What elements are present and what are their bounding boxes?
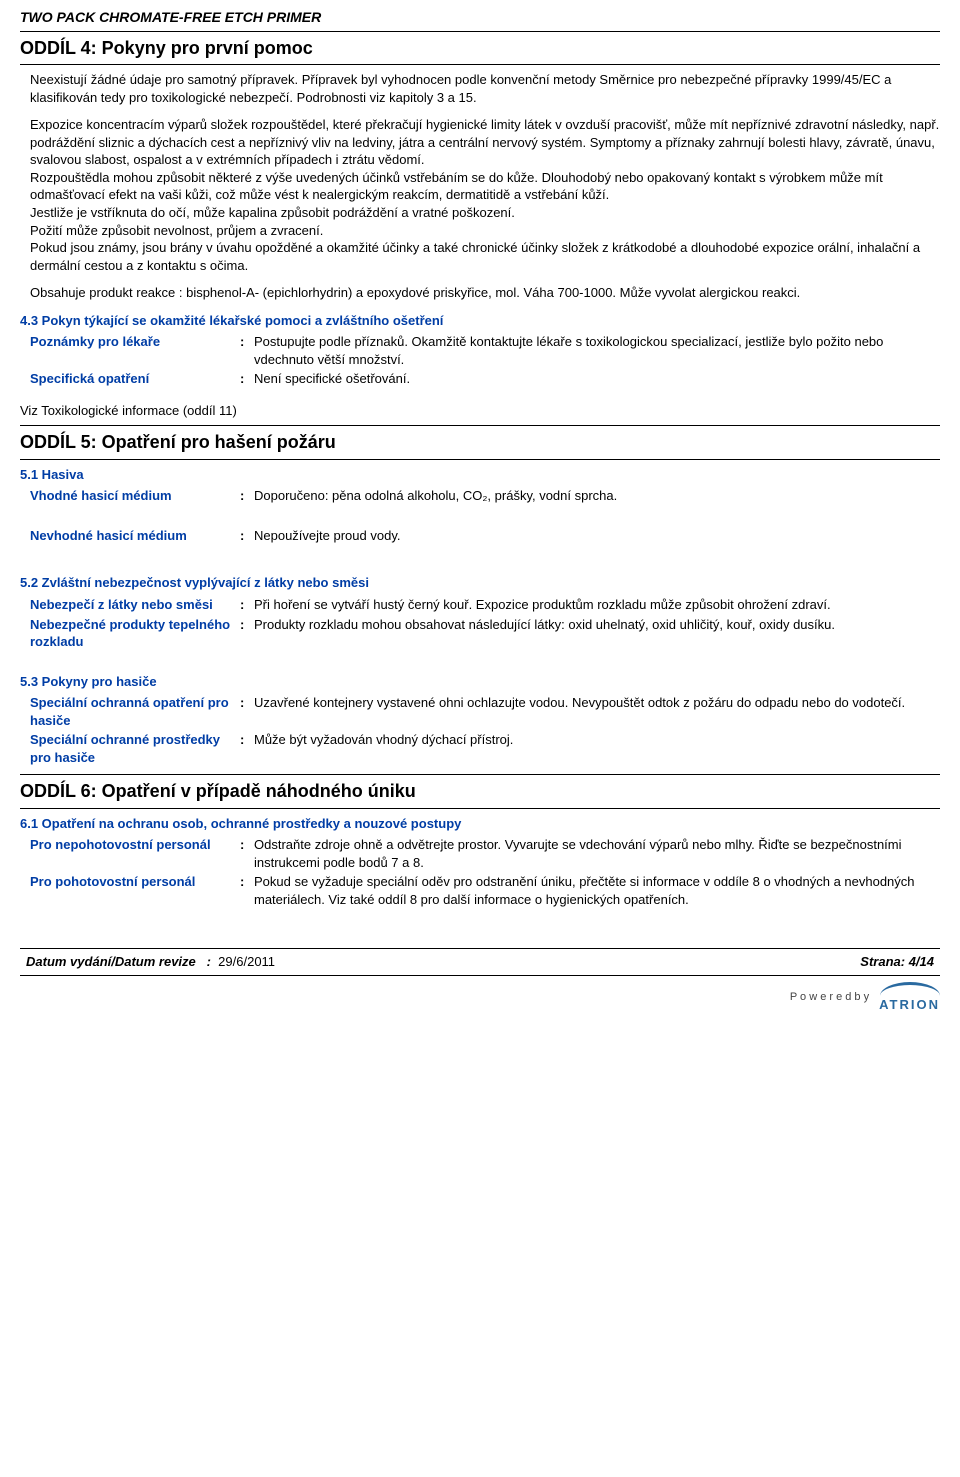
row-unsuitable-media: Nevhodné hasicí médium : Nepoužívejte pr… xyxy=(30,527,940,545)
powered-by-label: P o w e r e d b y xyxy=(790,990,869,1005)
label-notes-for-doctor: Poznámky pro lékaře xyxy=(30,333,240,368)
value-firefighter-equipment: Může být vyžadován vhodný dýchací přístr… xyxy=(254,731,940,766)
section-5-title: ODDÍL 5: Opatření pro hašení požáru xyxy=(20,425,940,459)
footer-date: Datum vydání/Datum revize : 29/6/2011 xyxy=(26,953,275,971)
atrion-arc-icon xyxy=(880,982,940,996)
value-firefighter-protection: Uzavřené kontejnery vystavené ohni ochla… xyxy=(254,694,940,729)
value-specific-measures: Není specifické ošetřování. xyxy=(254,370,940,388)
subheading-5-2: 5.2 Zvláštní nebezpečnost vyplývající z … xyxy=(20,574,940,592)
value-emergency: Pokud se vyžaduje speciální oděv pro ods… xyxy=(254,873,940,908)
subheading-5-3: 5.3 Pokyny pro hasiče xyxy=(20,673,940,691)
section-4-body: Neexistují žádné údaje pro samotný přípr… xyxy=(30,71,940,302)
value-hazard-substance: Při hoření se vytváří hustý černý kouř. … xyxy=(254,596,940,614)
section-6-title: ODDÍL 6: Opatření v případě náhodného ún… xyxy=(20,774,940,808)
atrion-brand-text: ATRION xyxy=(879,996,940,1014)
footer-page: Strana: 4/14 xyxy=(860,953,934,971)
row-emergency: Pro pohotovostní personál : Pokud se vyž… xyxy=(30,873,940,908)
s4-para1: Neexistují žádné údaje pro samotný přípr… xyxy=(30,71,940,106)
tox-note: Viz Toxikologické informace (oddíl 11) xyxy=(20,402,940,420)
label-non-emergency: Pro nepohotovostní personál xyxy=(30,836,240,871)
subheading-4-3: 4.3 Pokyn týkající se okamžité lékařské … xyxy=(20,312,940,330)
value-non-emergency: Odstraňte zdroje ohně a odvětrejte prost… xyxy=(254,836,940,871)
label-unsuitable-media: Nevhodné hasicí médium xyxy=(30,527,240,545)
powered-by: P o w e r e d b y ATRION xyxy=(20,982,940,1014)
row-firefighter-equipment: Speciální ochranné prostředky pro hasiče… xyxy=(30,731,940,766)
subheading-5-1: 5.1 Hasiva xyxy=(20,466,940,484)
value-notes-for-doctor: Postupujte podle příznaků. Okamžitě kont… xyxy=(254,333,940,368)
value-hazard-products: Produkty rozkladu mohou obsahovat násled… xyxy=(254,616,940,651)
atrion-logo: ATRION xyxy=(879,982,940,1014)
label-emergency: Pro pohotovostní personál xyxy=(30,873,240,908)
label-hazard-substance: Nebezpečí z látky nebo směsi xyxy=(30,596,240,614)
value-suitable-media: Doporučeno: pěna odolná alkoholu, CO₂, p… xyxy=(254,487,940,505)
subheading-6-1: 6.1 Opatření na ochranu osob, ochranné p… xyxy=(20,815,940,833)
row-hazard-substance: Nebezpečí z látky nebo směsi : Při hořen… xyxy=(30,596,940,614)
s4-para2: Expozice koncentracím výparů složek rozp… xyxy=(30,116,940,274)
label-suitable-media: Vhodné hasicí médium xyxy=(30,487,240,505)
row-specific-measures: Specifická opatření : Není specifické oš… xyxy=(30,370,940,388)
label-specific-measures: Specifická opatření xyxy=(30,370,240,388)
value-unsuitable-media: Nepoužívejte proud vody. xyxy=(254,527,940,545)
row-non-emergency: Pro nepohotovostní personál : Odstraňte … xyxy=(30,836,940,871)
label-firefighter-protection: Speciální ochranná opatření pro hasiče xyxy=(30,694,240,729)
document-title: TWO PACK CHROMATE-FREE ETCH PRIMER xyxy=(20,8,940,31)
row-hazard-products: Nebezpečné produkty tepelného rozkladu :… xyxy=(30,616,940,651)
label-firefighter-equipment: Speciální ochranné prostředky pro hasiče xyxy=(30,731,240,766)
s4-para7: Obsahuje produkt reakce : bisphenol-A- (… xyxy=(30,284,940,302)
section-4-title: ODDÍL 4: Pokyny pro první pomoc xyxy=(20,31,940,65)
page-footer: Datum vydání/Datum revize : 29/6/2011 St… xyxy=(20,948,940,976)
row-suitable-media: Vhodné hasicí médium : Doporučeno: pěna … xyxy=(30,487,940,505)
row-notes-for-doctor: Poznámky pro lékaře : Postupujte podle p… xyxy=(30,333,940,368)
label-hazard-products: Nebezpečné produkty tepelného rozkladu xyxy=(30,616,240,651)
row-firefighter-protection: Speciální ochranná opatření pro hasiče :… xyxy=(30,694,940,729)
